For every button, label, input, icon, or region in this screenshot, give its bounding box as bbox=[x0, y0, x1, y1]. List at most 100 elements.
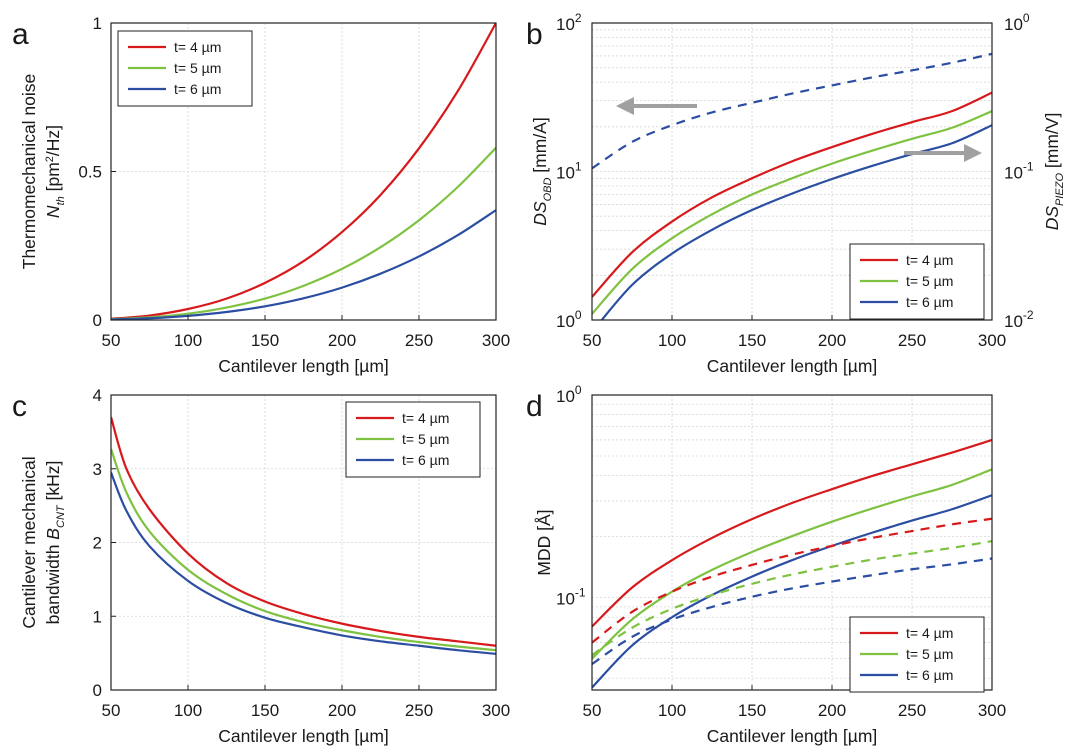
x-tick-label: 200 bbox=[818, 701, 846, 720]
legend: t= 4 µm t= 5 µm t= 6 µm bbox=[849, 243, 985, 320]
y2-tick-label: 10-1 bbox=[1004, 160, 1034, 183]
x-tick-label: 50 bbox=[102, 701, 121, 720]
panel-label: d bbox=[526, 390, 543, 423]
series-line-dashed-3 bbox=[592, 52, 992, 170]
legend-label: t= 6 µm bbox=[174, 81, 221, 97]
y-axis-label-symbol: bandwidth BCNT [kHz] bbox=[43, 461, 67, 625]
x-tick-label: 250 bbox=[405, 701, 433, 720]
y-axis-label: MDD [Å] bbox=[534, 509, 554, 575]
chart-panel-c: c 50 100 150 200 250 300 0 1 2 3 4 Cantilever length… bbox=[12, 386, 510, 746]
y-axis-label-symbol: Nth [pm2/Hz] bbox=[43, 125, 67, 218]
x-axis-label: Cantilever length [µm] bbox=[707, 726, 878, 746]
series-group bbox=[111, 23, 496, 320]
chart-panel-b: b50 100 150 200 250 30010010110210-210-1100Ca… bbox=[526, 11, 1066, 376]
chart-panel-a: a 50 100 150 200 250 300 0 0.5 1 Cantilever length… bbox=[12, 14, 510, 376]
series-line-2 bbox=[592, 494, 992, 689]
y-tick-label: 4 bbox=[93, 386, 102, 405]
series-line-0 bbox=[111, 416, 496, 647]
axis-arrows bbox=[616, 97, 982, 162]
x-axis-label: Cantilever length [µm] bbox=[218, 356, 389, 376]
y-tick-label: 0 bbox=[93, 311, 102, 330]
y-axis-label: Thermomechanical noise bbox=[19, 74, 39, 270]
x-tick-label: 50 bbox=[102, 331, 121, 350]
legend-label: t= 5 µm bbox=[906, 273, 953, 289]
x-tick-label: 300 bbox=[482, 331, 510, 350]
legend-label: t= 4 µm bbox=[906, 625, 953, 641]
y-tick-label: 2 bbox=[93, 534, 102, 553]
legend-label: t= 6 µm bbox=[402, 452, 449, 468]
y2-axis-label: DSPIEZO [mm/V] bbox=[1042, 113, 1066, 231]
legend-label: t= 5 µm bbox=[174, 60, 221, 76]
chart-panel-d: d 50 100 150 200 250 300 10-1 100 Cantilever leng… bbox=[526, 383, 1006, 746]
series-line-dashed-5 bbox=[592, 557, 992, 665]
y-tick-label: 0 bbox=[93, 681, 102, 700]
x-tick-label: 100 bbox=[658, 701, 686, 720]
legend: t= 4 µm t= 5 µm t= 6 µm bbox=[345, 401, 481, 478]
x-tick-label: 200 bbox=[818, 331, 846, 350]
legend-label: t= 5 µm bbox=[906, 646, 953, 662]
x-tick-label: 300 bbox=[978, 331, 1006, 350]
arrow-left-head-icon bbox=[616, 97, 634, 115]
axes-frame bbox=[591, 22, 993, 321]
series-line-dashed-3 bbox=[592, 517, 992, 644]
y-tick-label: 3 bbox=[93, 460, 102, 479]
y-axis-label: Cantilever mechanical bbox=[19, 456, 39, 628]
x-tick-label: 150 bbox=[251, 331, 279, 350]
y-tick-label: 100 bbox=[556, 383, 582, 406]
y-tick-label: 100 bbox=[556, 308, 582, 331]
legend-label: t= 5 µm bbox=[402, 431, 449, 447]
series-group bbox=[592, 438, 992, 689]
legend-label: t= 4 µm bbox=[174, 39, 221, 55]
x-tick-label: 150 bbox=[738, 701, 766, 720]
legend: t= 4 µm t= 5 µm t= 6 µm bbox=[117, 30, 253, 107]
series-line-1 bbox=[592, 110, 992, 315]
x-axis-label: Cantilever length [µm] bbox=[707, 356, 878, 376]
y-tick-label: 1 bbox=[93, 607, 102, 626]
y2-tick-label: 100 bbox=[1004, 11, 1030, 34]
x-tick-label: 150 bbox=[251, 701, 279, 720]
x-tick-label: 50 bbox=[583, 331, 602, 350]
legend-label: t= 6 µm bbox=[906, 667, 953, 683]
x-axis-label: Cantilever length [µm] bbox=[218, 726, 389, 746]
panel-label: b bbox=[526, 18, 543, 51]
x-tick-label: 100 bbox=[658, 331, 686, 350]
y-axis-label-symbol: DSOBD [mm/A] bbox=[530, 117, 554, 225]
x-tick-label: 50 bbox=[583, 701, 602, 720]
y-tick-label: 102 bbox=[556, 11, 582, 34]
panel-label: c bbox=[12, 390, 27, 423]
legend-label: t= 6 µm bbox=[906, 294, 953, 310]
series-line-0 bbox=[592, 91, 992, 298]
x-tick-label: 100 bbox=[174, 701, 202, 720]
legend-label: t= 4 µm bbox=[906, 252, 953, 268]
series-line-dashed-4 bbox=[592, 540, 992, 657]
axes-frame bbox=[591, 394, 993, 691]
arrow-right-head-icon bbox=[964, 144, 982, 162]
series-line-0 bbox=[592, 438, 992, 628]
y-tick-label: 101 bbox=[556, 160, 582, 183]
x-tick-label: 300 bbox=[482, 701, 510, 720]
series-line-1 bbox=[111, 146, 496, 320]
x-tick-label: 200 bbox=[328, 331, 356, 350]
legend-box bbox=[345, 401, 481, 478]
legend: t= 4 µm t= 5 µm t= 6 µm bbox=[849, 616, 985, 693]
series-line-2 bbox=[111, 209, 496, 320]
legend-label: t= 4 µm bbox=[402, 410, 449, 426]
series-line-0 bbox=[111, 23, 496, 320]
series-line-2 bbox=[111, 472, 496, 655]
y-tick-label: 1 bbox=[93, 14, 102, 33]
x-tick-label: 150 bbox=[738, 331, 766, 350]
series-group bbox=[111, 416, 496, 655]
series-line-1 bbox=[592, 468, 992, 660]
x-tick-label: 300 bbox=[978, 701, 1006, 720]
x-tick-label: 250 bbox=[898, 701, 926, 720]
series-line-1 bbox=[111, 448, 496, 652]
y-tick-label: 10-1 bbox=[556, 586, 586, 609]
x-tick-label: 250 bbox=[405, 331, 433, 350]
y2-tick-label: 10-2 bbox=[1004, 308, 1034, 331]
y-tick-label: 0.5 bbox=[78, 163, 102, 182]
x-tick-label: 200 bbox=[328, 701, 356, 720]
x-tick-label: 250 bbox=[898, 331, 926, 350]
panel-label: a bbox=[12, 18, 29, 51]
x-tick-label: 100 bbox=[174, 331, 202, 350]
